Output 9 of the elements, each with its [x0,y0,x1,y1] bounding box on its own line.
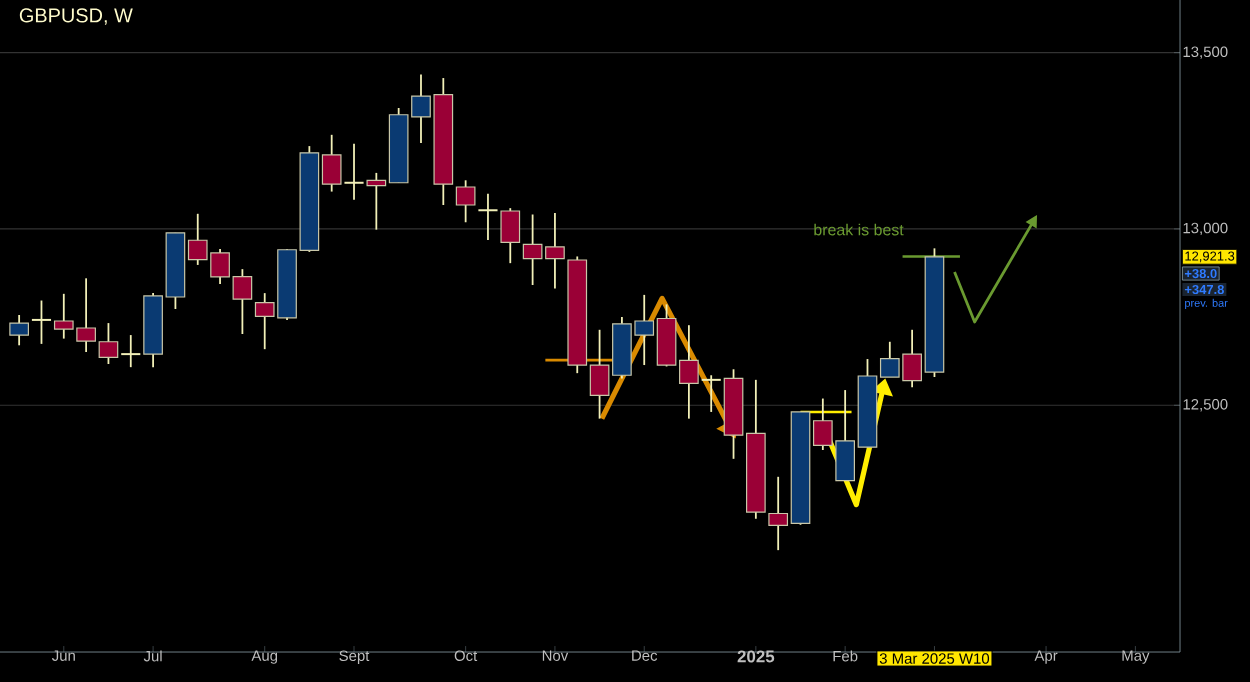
candlestick [120,334,142,369]
candlestick [9,314,29,347]
candlestick [343,142,365,201]
candlestick [700,374,722,413]
candlestick [477,192,499,241]
chart-title: GBPUSD, W [19,8,133,25]
x-tick-label: 2025 [737,650,775,663]
candlestick [455,179,476,224]
candlestick [30,299,53,345]
